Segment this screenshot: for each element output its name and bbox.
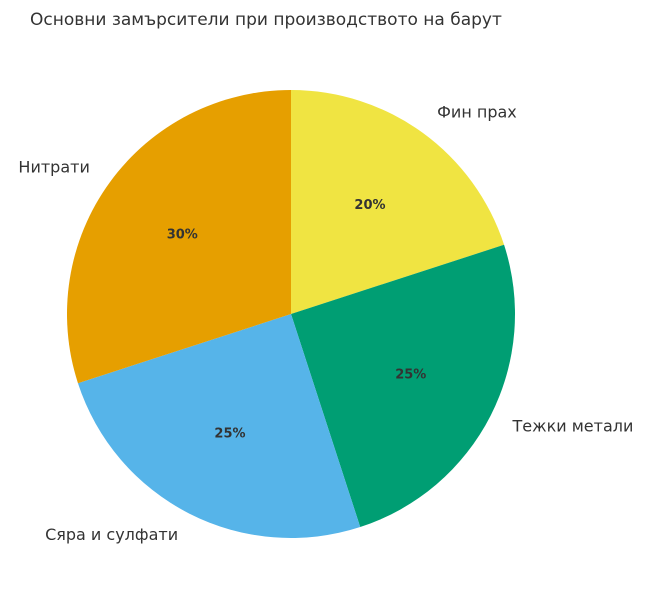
pie-slice <box>291 90 505 314</box>
value-label: 30% <box>167 228 198 243</box>
chart-title: Основни замърсители при производството н… <box>30 10 502 30</box>
category-label: Сяра и сулфати <box>45 525 178 544</box>
pie-slice <box>291 244 515 528</box>
value-label: 25% <box>395 368 426 383</box>
pie-slice <box>66 90 291 384</box>
pie-slice <box>77 314 361 539</box>
category-label: Нитрати <box>18 157 89 176</box>
category-label: Фин прах <box>437 102 517 121</box>
value-label: 25% <box>214 426 245 441</box>
category-label: Тежки метали <box>512 416 634 435</box>
value-label: 20% <box>354 198 385 213</box>
